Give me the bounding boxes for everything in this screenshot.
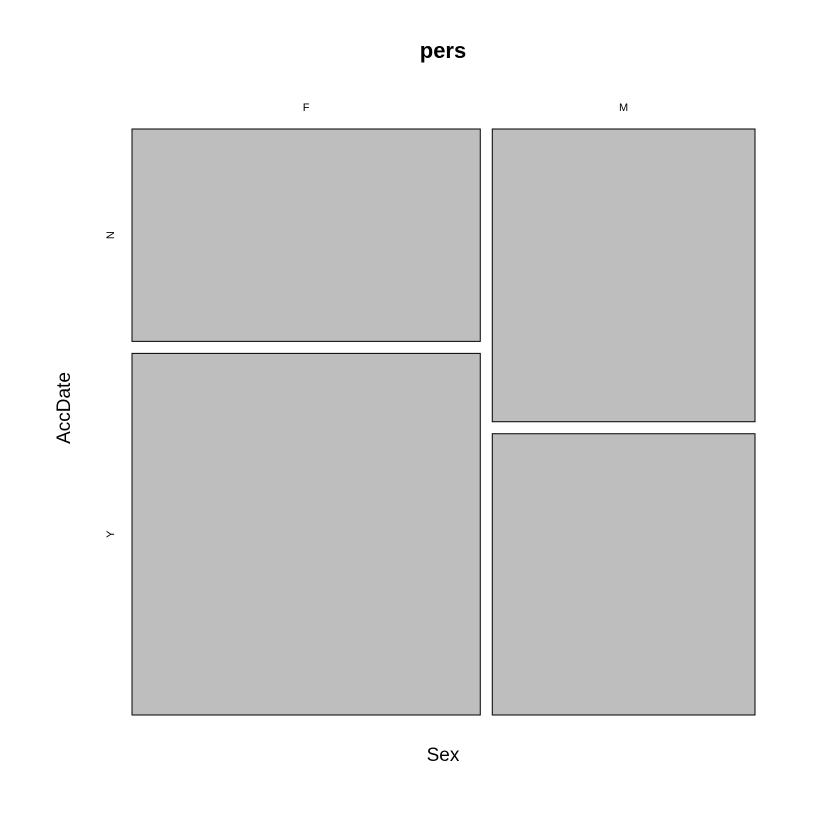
y-category-label-n: N bbox=[105, 231, 117, 239]
category-labels: N Y F M bbox=[105, 102, 628, 538]
tile-m-y bbox=[491, 433, 756, 716]
chart-title: pers bbox=[420, 38, 466, 63]
mosaic-tiles bbox=[131, 128, 756, 716]
x-category-label-m: M bbox=[619, 102, 628, 114]
x-axis-label: Sex bbox=[427, 745, 460, 766]
tile-f-n bbox=[131, 128, 481, 342]
y-axis-label: AccDate bbox=[54, 372, 75, 444]
tile-m-n bbox=[491, 128, 756, 423]
tile-f-y bbox=[131, 352, 481, 716]
x-category-label-f: F bbox=[303, 102, 310, 114]
y-category-label-y: Y bbox=[105, 530, 117, 538]
